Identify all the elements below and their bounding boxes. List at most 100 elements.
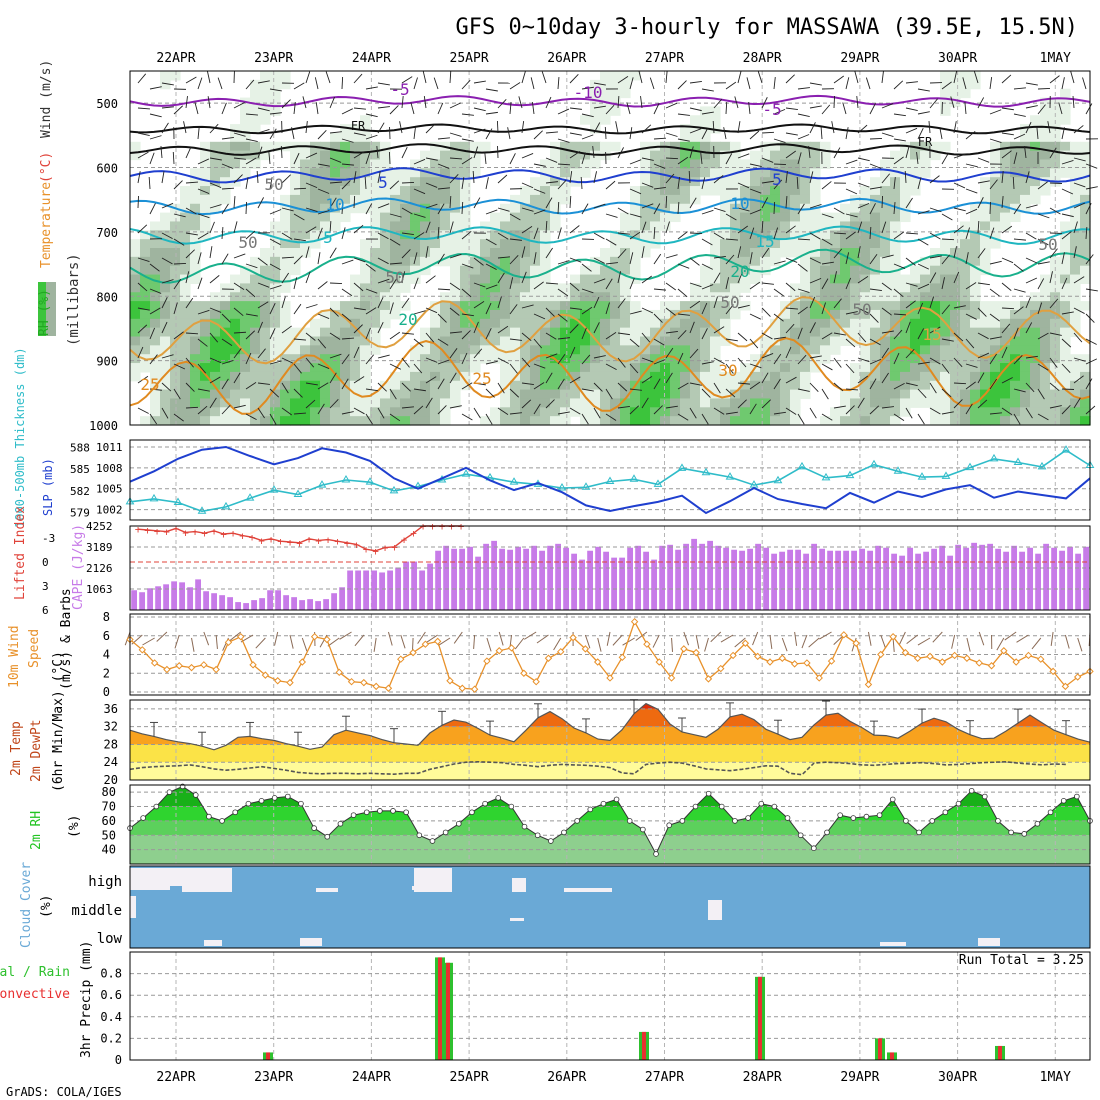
wind-barb — [209, 332, 219, 343]
wind-barb — [881, 307, 892, 316]
rh-shade-cell — [680, 389, 691, 400]
rh-shade-cell — [450, 141, 461, 152]
rh-shade-cell — [450, 309, 461, 320]
rh-shade-cell — [770, 327, 781, 338]
rh-shade-cell — [1020, 389, 1031, 400]
rh-shade-cell — [1070, 354, 1081, 364]
cloud-block — [978, 938, 1000, 946]
rh-shade-cell — [180, 186, 191, 196]
rh-shade-cell — [410, 407, 421, 417]
rh-shade-cell — [730, 283, 741, 293]
wind-barb — [797, 263, 808, 272]
wind-barb — [305, 152, 318, 159]
rh-shade-cell — [320, 212, 331, 223]
wind-barb-10m — [274, 631, 279, 646]
rh-shade-cell — [830, 336, 841, 346]
rh-shade-cell — [610, 318, 621, 329]
rh-shade-cell — [330, 150, 341, 161]
wind-barb — [953, 121, 957, 134]
rh-shade-cell — [190, 203, 201, 214]
rh-shade-cell — [940, 141, 951, 152]
wind-barb — [257, 197, 264, 209]
rh-shade-cell — [1030, 398, 1041, 408]
cape-bar — [227, 597, 233, 610]
wind-barb-10m — [417, 631, 426, 644]
rh-shade-cell — [1030, 132, 1041, 143]
rh-shade-cell — [430, 327, 441, 338]
precip-tick-label: 0.4 — [100, 1010, 122, 1024]
rh-point — [653, 851, 659, 857]
wind-barb — [329, 372, 337, 384]
rh-shade-cell — [560, 318, 571, 329]
wind-barb — [1037, 261, 1050, 265]
rh-shade-cell — [890, 363, 901, 373]
rh-shade-cell — [1040, 132, 1051, 143]
rh-shade-cell — [780, 318, 791, 329]
rh-shade-cell — [880, 380, 891, 391]
rh-shade-cell — [390, 212, 401, 223]
wind-barb — [1082, 77, 1087, 90]
rh-shade-cell — [440, 239, 451, 249]
wind-barb — [293, 255, 303, 265]
wind-barb — [833, 147, 841, 159]
rh-shade-cell — [440, 354, 451, 364]
wind-barb — [1037, 238, 1049, 246]
wind-barb — [821, 238, 833, 246]
rh-shade-cell — [1010, 177, 1021, 187]
rh-shade-cell — [270, 97, 281, 107]
rh-shade-cell — [730, 177, 741, 187]
wind-barb — [293, 338, 306, 341]
temperature-contour — [129, 123, 1091, 135]
wind-barb — [737, 382, 750, 385]
rh-shade-cell — [730, 256, 741, 267]
wind-barb-10m — [710, 631, 722, 643]
rh-shade-cell — [630, 398, 641, 408]
rh-shade-cell — [250, 416, 261, 426]
rh-shade-cell — [200, 371, 211, 382]
wind-speed-point — [347, 677, 356, 686]
rh-shade-cell — [770, 345, 781, 355]
wind-barb — [197, 158, 210, 165]
rh-shade-cell — [590, 363, 601, 373]
wind-barb — [737, 71, 742, 84]
rh-shade-cell — [870, 301, 881, 311]
wind-barb — [557, 378, 565, 390]
wind-barb — [149, 354, 158, 365]
rh-shade-cell — [620, 221, 631, 231]
wind-barb — [605, 278, 613, 290]
rh-shade-cell — [680, 203, 691, 214]
rh-shade-cell — [690, 292, 701, 302]
cloud-block — [564, 888, 612, 892]
wind-barb — [521, 182, 534, 189]
rh-shade-cell — [550, 327, 561, 338]
rh-shade-cell — [970, 79, 981, 90]
rh-shade-cell — [720, 283, 731, 293]
rh-shade-cell — [800, 274, 811, 284]
rh-shade-cell — [560, 354, 571, 364]
rh-shade-cell — [870, 256, 881, 267]
wind-barb-10m — [473, 634, 476, 649]
rh-shade-cell — [1050, 309, 1061, 320]
rh-shade-cell — [420, 416, 431, 426]
rh-shade-cell — [1030, 318, 1041, 329]
wind-barb — [329, 399, 339, 409]
cape-bar — [1043, 543, 1049, 610]
rh-shade-cell — [740, 203, 751, 214]
wind-barb — [389, 302, 394, 315]
wind-barb — [207, 96, 211, 109]
rh-shade-cell — [880, 159, 891, 169]
wind-barb — [569, 195, 572, 209]
rh-shade-cell — [530, 186, 541, 196]
rh-shade-cell — [390, 256, 401, 267]
wind-barb — [569, 282, 580, 292]
rh-shade-cell — [280, 212, 291, 223]
rh-shade-cell — [1040, 336, 1051, 346]
lifted-index-point: + — [344, 537, 351, 550]
rh-shade-cell — [950, 88, 961, 99]
wind-barb — [593, 105, 606, 109]
wind-barb-10m — [191, 637, 195, 652]
wind-barb — [713, 272, 721, 284]
wind-barb — [172, 151, 175, 165]
wind-barb — [1013, 87, 1026, 90]
rh-shade-cell — [870, 354, 881, 364]
